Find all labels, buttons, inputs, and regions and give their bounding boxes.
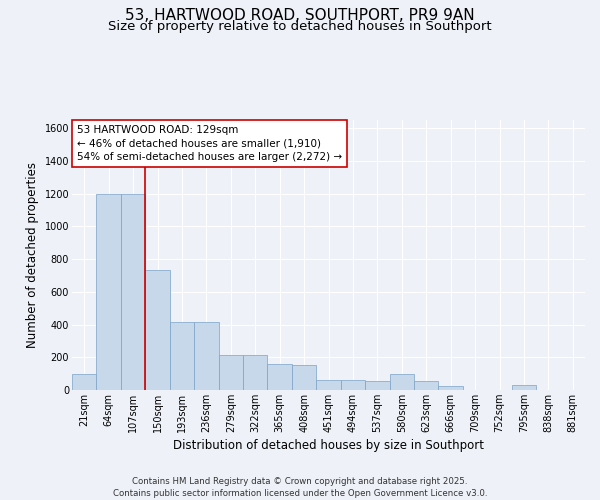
Text: 53, HARTWOOD ROAD, SOUTHPORT, PR9 9AN: 53, HARTWOOD ROAD, SOUTHPORT, PR9 9AN: [125, 8, 475, 22]
Bar: [512, 386, 536, 390]
Text: Size of property relative to detached houses in Southport: Size of property relative to detached ho…: [108, 20, 492, 33]
Bar: [389, 374, 414, 390]
Bar: [194, 322, 218, 390]
Bar: [121, 194, 145, 390]
Bar: [439, 386, 463, 390]
Bar: [218, 355, 243, 390]
X-axis label: Distribution of detached houses by size in Southport: Distribution of detached houses by size …: [173, 439, 484, 452]
Text: Contains HM Land Registry data © Crown copyright and database right 2025.
Contai: Contains HM Land Registry data © Crown c…: [113, 476, 487, 498]
Text: 53 HARTWOOD ROAD: 129sqm
← 46% of detached houses are smaller (1,910)
54% of sem: 53 HARTWOOD ROAD: 129sqm ← 46% of detach…: [77, 126, 342, 162]
Bar: [268, 364, 292, 390]
Bar: [292, 364, 316, 390]
Bar: [145, 270, 170, 390]
Bar: [414, 381, 439, 390]
Bar: [97, 194, 121, 390]
Y-axis label: Number of detached properties: Number of detached properties: [26, 162, 39, 348]
Bar: [341, 380, 365, 390]
Bar: [243, 355, 268, 390]
Bar: [316, 380, 341, 390]
Bar: [72, 374, 97, 390]
Bar: [170, 322, 194, 390]
Bar: [365, 381, 389, 390]
